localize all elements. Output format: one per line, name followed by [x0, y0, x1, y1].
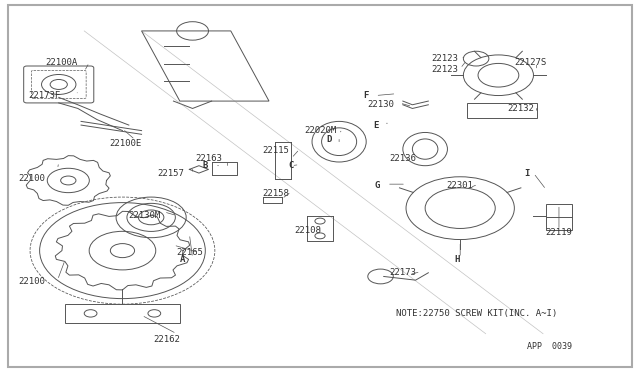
Text: 22119: 22119 [545, 228, 572, 237]
Bar [467, 103, 537, 118]
Bar [546, 205, 572, 230]
Text: 22108: 22108 [294, 226, 321, 235]
Text: 22100: 22100 [19, 174, 45, 183]
Text: A: A [180, 255, 186, 264]
Text: 22173F: 22173F [29, 91, 61, 100]
Text: 22173: 22173 [389, 268, 416, 277]
Text: 22100A: 22100A [46, 58, 78, 67]
Text: 22130: 22130 [367, 100, 394, 109]
Text: 22162: 22162 [154, 335, 180, 344]
Text: 22127S: 22127S [514, 58, 547, 67]
Text: 22020M: 22020M [304, 126, 336, 135]
Text: 22130M: 22130M [129, 211, 161, 220]
Text: 22100E: 22100E [109, 139, 142, 148]
Text: H: H [454, 255, 460, 264]
Text: 22132: 22132 [508, 104, 534, 113]
Text: APP  0039: APP 0039 [527, 342, 572, 351]
Text: B: B [203, 161, 208, 170]
Text: 22123: 22123 [431, 54, 458, 63]
Text: G: G [374, 182, 380, 190]
Text: 22157: 22157 [157, 169, 184, 177]
Text: 22158: 22158 [262, 189, 289, 198]
Text: F: F [363, 91, 369, 100]
Text: 22123: 22123 [431, 65, 458, 74]
Text: 22165: 22165 [176, 248, 203, 257]
Text: NOTE:22750 SCREW KIT(INC. A~I): NOTE:22750 SCREW KIT(INC. A~I) [396, 309, 557, 318]
Text: C: C [289, 161, 294, 170]
Text: 22115: 22115 [262, 147, 289, 155]
Text: 22136: 22136 [389, 154, 416, 163]
Text: 22301: 22301 [447, 182, 474, 190]
Text: 22100: 22100 [19, 278, 45, 286]
Text: 22163: 22163 [195, 154, 222, 163]
Text: I: I [524, 169, 530, 177]
Bar [65, 304, 180, 323]
Text: D: D [327, 135, 332, 144]
Text: E: E [372, 121, 378, 129]
